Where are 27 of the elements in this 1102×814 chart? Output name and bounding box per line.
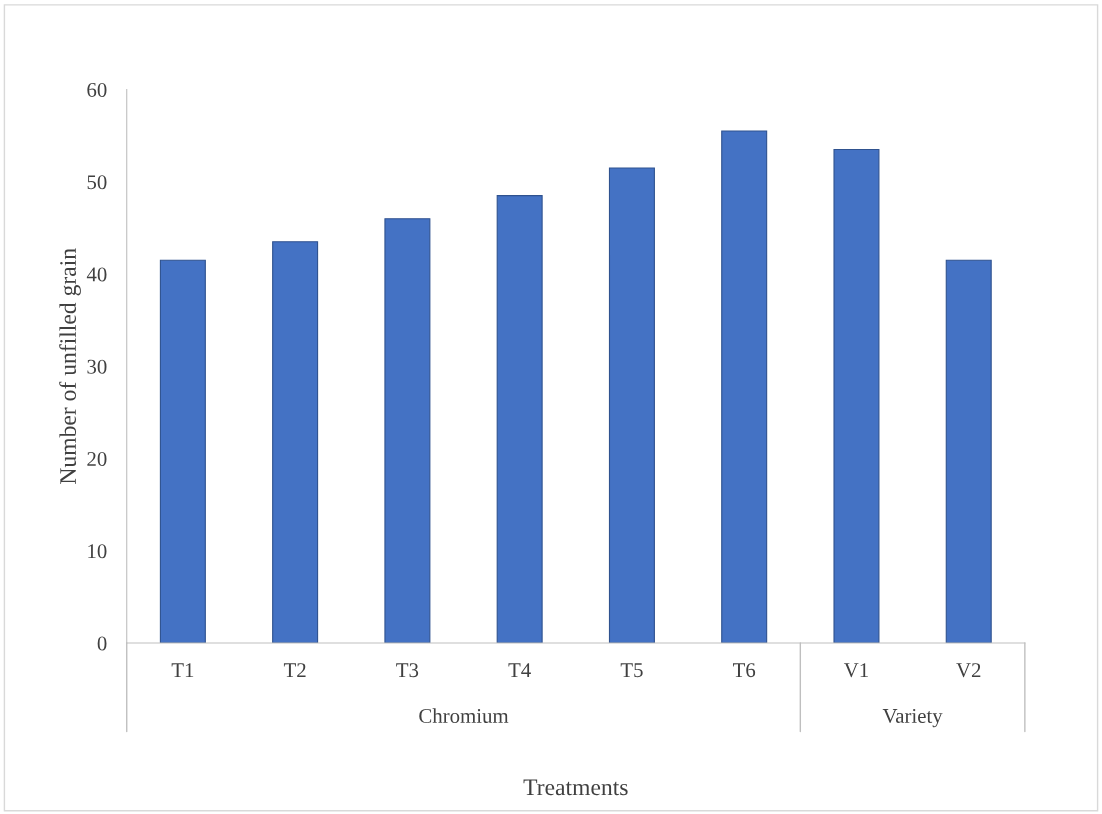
x-tick-label: T5 [620, 663, 643, 678]
x-tick-label: V1 [843, 663, 868, 678]
y-tick-label: 60 [87, 82, 107, 97]
y-tick-label: 30 [87, 359, 107, 374]
text: Variety [882, 708, 943, 728]
bar [384, 218, 431, 644]
x-axis-title: Treatments [523, 779, 628, 796]
x-tick-label: V2 [956, 663, 981, 678]
bar [496, 195, 543, 644]
x-tick-label: T6 [733, 663, 756, 678]
y-tick-label: 10 [88, 544, 107, 559]
bar [945, 259, 992, 644]
x-tick-label: T2 [283, 663, 306, 677]
bar [608, 167, 655, 644]
y-axis-title: Number of unfilled grain [59, 248, 81, 484]
y-tick-label: 20 [87, 451, 107, 466]
x-tick-label: T4 [508, 663, 531, 677]
bar [159, 259, 206, 644]
bar [272, 241, 319, 644]
text: Chromium [419, 708, 509, 723]
x-tick-label: T3 [396, 663, 419, 678]
y-tick-label: 50 [87, 175, 107, 190]
bar [833, 148, 880, 644]
bar [721, 130, 768, 644]
y-tick-label: 40 [86, 267, 107, 282]
y-tick-label: 0 [97, 636, 107, 651]
x-tick-label: T1 [171, 663, 194, 677]
